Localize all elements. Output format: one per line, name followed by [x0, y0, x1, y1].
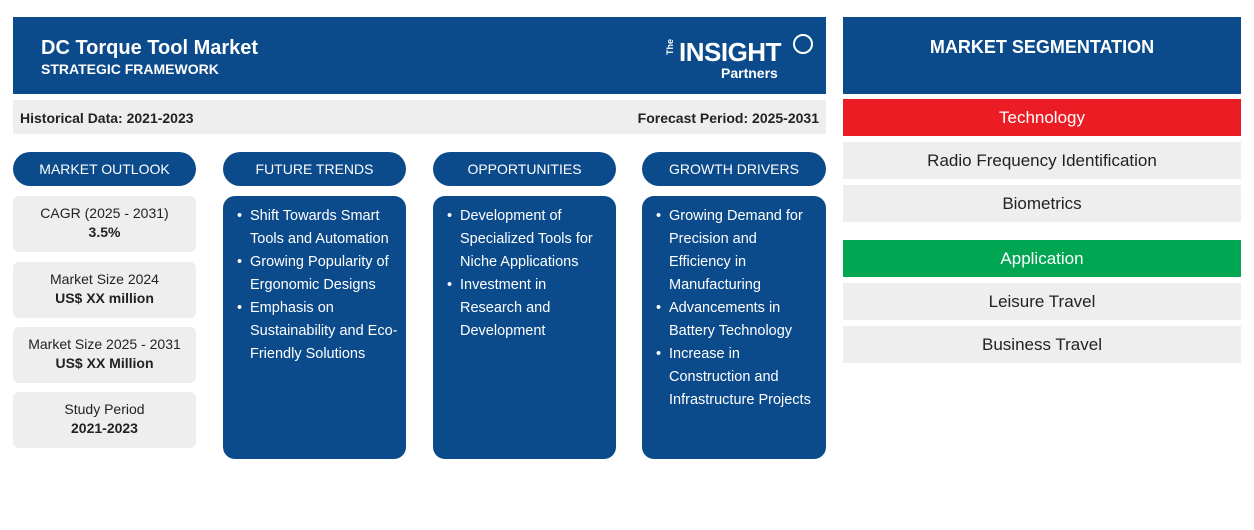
segment-item: Radio Frequency Identification: [843, 142, 1241, 179]
list-item: Growing Popularity of Ergonomic Designs: [233, 251, 398, 297]
opportunities-pill: OPPORTUNITIES: [433, 152, 616, 186]
insight-partners-logo: The INSIGHT Partners: [665, 33, 815, 83]
list-item: Development of Specialized Tools for Nic…: [443, 205, 608, 274]
logo-insight: INSIGHT: [679, 37, 781, 67]
segment-technology: Technology: [843, 99, 1241, 136]
stat-market-size-2024: Market Size 2024 US$ XX million: [13, 262, 196, 318]
page-title: DC Torque Tool Market: [41, 37, 259, 59]
stat-study-period: Study Period 2021-2023: [13, 392, 196, 448]
segmentation-title: MARKET SEGMENTATION: [843, 17, 1241, 94]
logo-partners: Partners: [721, 65, 778, 81]
header-banner: DC Torque Tool Market STRATEGIC FRAMEWOR…: [13, 17, 826, 94]
list-item: Shift Towards Smart Tools and Automation: [233, 205, 398, 251]
list-item: Advancements in Battery Technology: [652, 297, 818, 343]
historical-data: Historical Data: 2021-2023: [20, 110, 194, 126]
opportunities-card: Development of Specialized Tools for Nic…: [433, 196, 616, 459]
stat-value: US$ XX million: [55, 290, 154, 306]
stat-label: Market Size 2024: [50, 271, 159, 287]
market-outlook-pill: MARKET OUTLOOK: [13, 152, 196, 186]
page-subtitle: STRATEGIC FRAMEWORK: [41, 61, 219, 77]
list-item: Growing Demand for Precision and Efficie…: [652, 205, 818, 297]
segment-application: Application: [843, 240, 1241, 277]
segment-item: Business Travel: [843, 326, 1241, 363]
future-trends-pill: FUTURE TRENDS: [223, 152, 406, 186]
stat-label: Study Period: [64, 401, 145, 417]
stat-value: 3.5%: [88, 224, 121, 240]
logo-the: The: [665, 38, 675, 55]
stat-value: US$ XX Million: [55, 355, 154, 371]
growth-drivers-card: Growing Demand for Precision and Efficie…: [642, 196, 826, 459]
logo-ring-icon: [793, 34, 813, 54]
period-bar: Historical Data: 2021-2023 Forecast Peri…: [13, 100, 826, 134]
growth-drivers-pill: GROWTH DRIVERS: [642, 152, 826, 186]
future-trends-card: Shift Towards Smart Tools and Automation…: [223, 196, 406, 459]
segment-item: Biometrics: [843, 185, 1241, 222]
segment-item: Leisure Travel: [843, 283, 1241, 320]
list-item: Emphasis on Sustainability and Eco-Frien…: [233, 297, 398, 366]
forecast-period: Forecast Period: 2025-2031: [637, 110, 819, 126]
stat-market-size-forecast: Market Size 2025 - 2031 US$ XX Million: [13, 327, 196, 383]
list-item: Increase in Construction and Infrastruct…: [652, 343, 818, 412]
list-item: Investment in Research and Development: [443, 274, 608, 343]
stat-label: CAGR (2025 - 2031): [40, 205, 169, 221]
stat-value: 2021-2023: [71, 420, 138, 436]
stat-cagr: CAGR (2025 - 2031) 3.5%: [13, 196, 196, 252]
stat-label: Market Size 2025 - 2031: [28, 336, 181, 352]
